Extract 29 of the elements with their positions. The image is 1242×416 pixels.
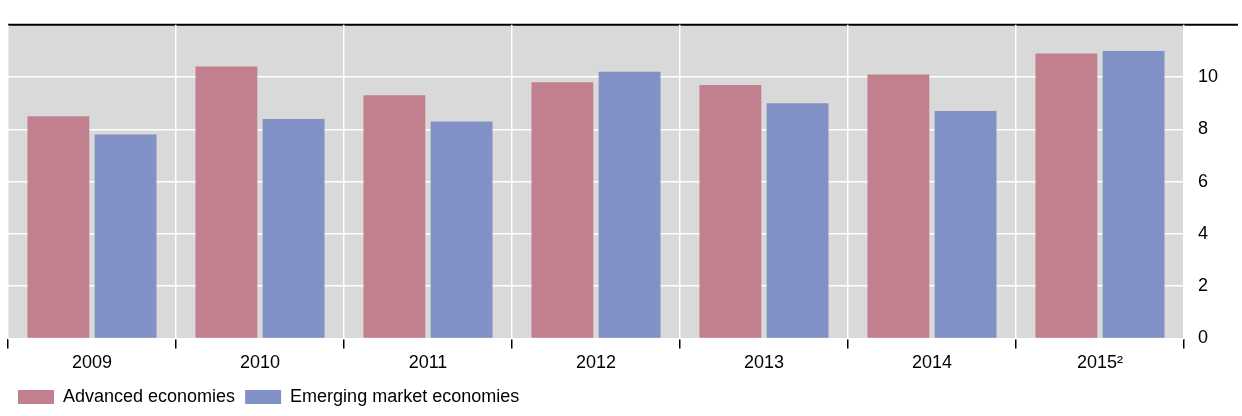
y-tick-label: 6 [1197,170,1208,191]
bar [766,103,829,338]
x-tick-label: 2009 [71,352,113,373]
bar [934,111,997,338]
bar [598,71,661,338]
x-tick-label: 2011 [408,352,448,373]
y-tick-label: 4 [1197,222,1208,243]
bar [1035,53,1098,338]
x-tick-label: 2015² [1076,352,1123,373]
y-tick-label: 10 [1197,66,1219,87]
y-tick-label: 0 [1197,327,1208,348]
bar [27,116,90,338]
bar [1102,50,1165,338]
y-tick-label: 2 [1197,275,1208,296]
x-tick-label: 2010 [239,352,281,373]
bar [94,134,157,338]
x-tick-label: 2014 [911,352,953,373]
x-tick-label: 2012 [575,352,617,373]
bar [363,95,426,338]
bar [867,74,930,338]
bar [430,121,493,338]
x-tick-label: 2013 [743,352,785,373]
bar [699,84,762,338]
y-tick-label: 8 [1197,118,1208,139]
legend-label: Advanced economies [63,385,236,406]
bar [531,82,594,338]
legend-label: Emerging market economies [290,385,520,406]
bar [262,118,325,338]
bar [195,66,258,338]
